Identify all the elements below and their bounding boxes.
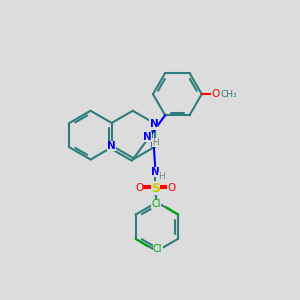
Text: H: H	[158, 172, 165, 181]
Text: N: N	[151, 167, 160, 177]
Text: N: N	[143, 132, 152, 142]
Text: CH₃: CH₃	[220, 90, 237, 99]
Text: S: S	[151, 182, 160, 194]
Text: Cl: Cl	[151, 199, 161, 209]
Text: N: N	[149, 119, 158, 129]
Text: O: O	[135, 183, 143, 193]
Text: H: H	[152, 138, 159, 147]
Text: O: O	[211, 89, 219, 99]
Text: Cl: Cl	[153, 244, 163, 254]
Text: N: N	[107, 141, 116, 151]
Text: O: O	[168, 183, 176, 193]
